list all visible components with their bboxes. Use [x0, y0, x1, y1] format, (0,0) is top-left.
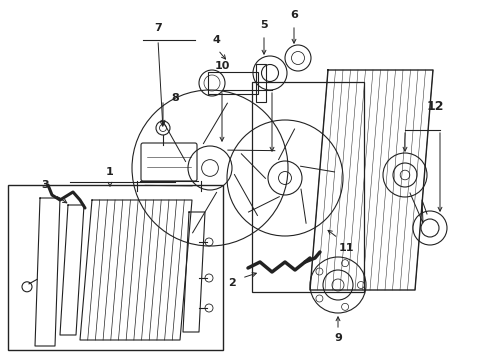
Bar	[252, 82, 364, 292]
Text: 11: 11	[338, 243, 354, 253]
Text: 9: 9	[334, 333, 342, 343]
Text: 3: 3	[41, 180, 49, 190]
Text: 6: 6	[290, 10, 298, 20]
Bar	[208, 72, 258, 94]
Bar	[256, 64, 266, 102]
Text: 12: 12	[426, 99, 444, 112]
Text: 1: 1	[106, 167, 114, 177]
Text: 4: 4	[212, 35, 220, 45]
Text: 5: 5	[260, 20, 268, 30]
Text: 2: 2	[228, 278, 236, 288]
Bar	[8, 185, 223, 350]
Text: 10: 10	[214, 61, 230, 71]
Text: 8: 8	[171, 93, 179, 103]
Text: 7: 7	[154, 23, 162, 33]
